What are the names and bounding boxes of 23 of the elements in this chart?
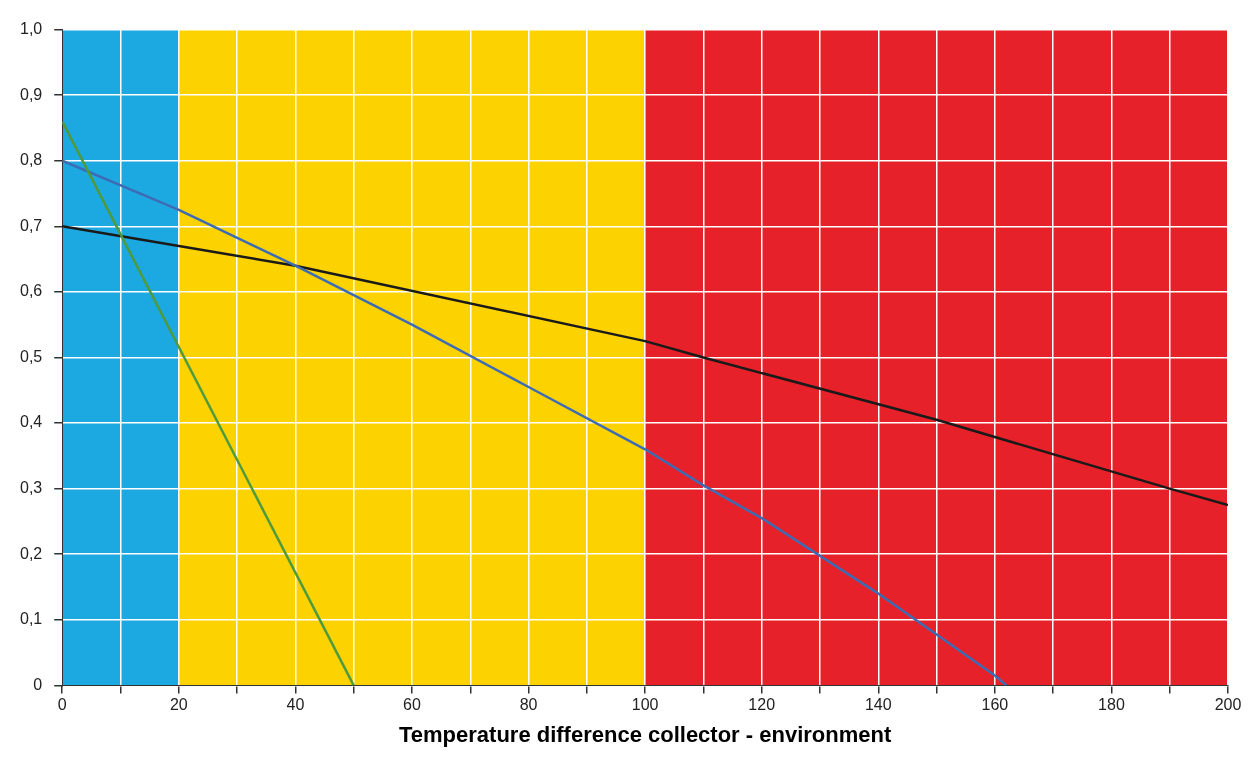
y-tick-label: 1,0 (19, 20, 43, 38)
y-tick-label: 0,7 (19, 216, 43, 234)
y-tick-label: 0,9 (19, 85, 43, 103)
y-tick-label: 0,2 (19, 544, 43, 562)
x-tick-label: 0 (57, 696, 67, 714)
y-tick-label: 0,3 (19, 479, 43, 497)
x-tick-label: 40 (286, 696, 305, 714)
x-tick-label: 180 (1098, 696, 1125, 714)
y-tick-label: 0,1 (19, 610, 43, 628)
x-tick-label: 100 (631, 696, 659, 714)
x-tick-label: 120 (748, 696, 776, 714)
x-tick-label: 20 (169, 696, 188, 714)
y-tick-label: 0,4 (19, 413, 43, 431)
y-tick-label: 0,6 (19, 282, 43, 300)
x-tick-label: 160 (981, 696, 1009, 714)
x-tick-label: 140 (864, 696, 892, 714)
y-tick-label: 0,8 (19, 151, 43, 169)
y-tick-label: 0 (33, 675, 43, 693)
x-tick-label: 60 (403, 696, 421, 714)
x-axis-title: Temperature difference collector - environment (398, 721, 892, 747)
x-tick-label: 200 (1214, 696, 1242, 714)
x-tick-label: 80 (519, 696, 538, 714)
y-tick-label: 0,5 (19, 347, 43, 365)
